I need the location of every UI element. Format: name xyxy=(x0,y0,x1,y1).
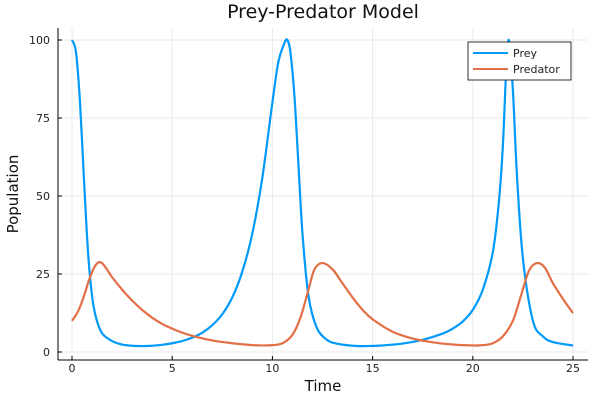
grid xyxy=(58,28,588,360)
y-axis-label: Population xyxy=(4,155,22,234)
x-ticks: 0 5 10 15 20 25 xyxy=(69,356,580,375)
x-tick-label: 15 xyxy=(366,362,380,375)
x-tick-label: 20 xyxy=(466,362,480,375)
y-tick-label: 0 xyxy=(43,346,50,359)
x-tick-label: 5 xyxy=(169,362,176,375)
axes xyxy=(57,28,588,361)
legend-label-predator: Predator xyxy=(513,63,560,76)
chart-title: Prey-Predator Model xyxy=(227,1,419,23)
x-tick-label: 10 xyxy=(265,362,279,375)
y-ticks: 0 25 50 75 100 xyxy=(29,34,62,359)
y-tick-label: 100 xyxy=(29,34,50,47)
x-tick-label: 25 xyxy=(566,362,580,375)
series-line-predator xyxy=(71,260,574,347)
legend: Prey Predator xyxy=(467,41,572,81)
y-tick-label: 50 xyxy=(36,190,50,203)
legend-label-prey: Prey xyxy=(513,47,537,60)
legend-box xyxy=(467,41,572,81)
y-tick-label: 75 xyxy=(36,112,50,125)
x-axis-label: Time xyxy=(304,377,342,395)
series-line-prey xyxy=(70,38,574,348)
y-tick-label: 25 xyxy=(36,268,50,281)
series-lines xyxy=(70,38,574,348)
x-tick-label: 0 xyxy=(69,362,76,375)
